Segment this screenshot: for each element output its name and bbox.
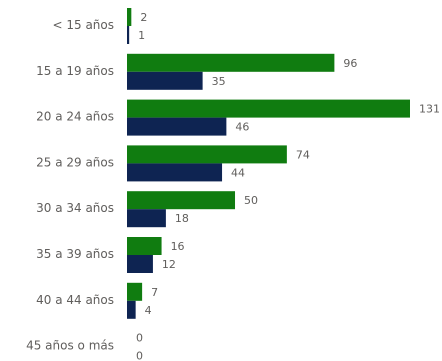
value-label-series-1-40-a-44-a-os: 7 — [151, 286, 158, 299]
value-label-series-2-15-a-19-a-os: 35 — [212, 75, 226, 88]
category-label-15-a-os: < 15 años — [52, 18, 114, 32]
bar-series-1-20-a-24-a-os — [127, 99, 410, 118]
category-axis-labels: < 15 años 15 a 19 años 20 a 24 años 25 a 29… — [26, 18, 114, 353]
category-label-40-a-44-a-os: 40 a 44 años — [36, 293, 114, 307]
value-label-series-1-35-a-39-a-os: 16 — [171, 240, 185, 253]
bar-series-1-25-a-29-a-os — [127, 145, 287, 164]
category-label-25-a-29-a-os: 25 a 29 años — [36, 155, 114, 169]
bar-series-2-20-a-24-a-os — [127, 117, 227, 136]
bar-series-1-15-a-19-a-os — [127, 53, 335, 72]
bar-series-2-25-a-29-a-os — [127, 163, 223, 182]
bar-series-2-35-a-39-a-os — [127, 255, 153, 273]
value-label-series-1-15-a-os: 2 — [140, 11, 147, 24]
bar-series-2-30-a-34-a-os — [127, 209, 166, 228]
category-label-15-a-19-a-os: 15 a 19 años — [36, 64, 114, 78]
bar-series-1-35-a-39-a-os — [127, 237, 162, 255]
value-label-series-1-45-a-os-o-m-s: 0 — [136, 332, 143, 345]
value-label-series-2-15-a-os: 1 — [138, 29, 145, 42]
bar-marks — [127, 8, 410, 319]
value-label-series-1-30-a-34-a-os: 50 — [244, 194, 258, 207]
value-label-series-2-25-a-29-a-os: 44 — [231, 166, 245, 179]
value-label-series-1-20-a-24-a-os: 131 — [419, 103, 440, 116]
category-label-30-a-34-a-os: 30 a 34 años — [36, 201, 114, 215]
value-label-series-2-20-a-24-a-os: 46 — [235, 121, 249, 134]
bar-series-1-40-a-44-a-os — [127, 282, 143, 301]
value-label-series-2-35-a-39-a-os: 12 — [162, 258, 176, 271]
bar-series-2-40-a-44-a-os — [127, 300, 136, 319]
category-label-20-a-24-a-os: 20 a 24 años — [36, 110, 114, 124]
value-label-series-2-30-a-34-a-os: 18 — [175, 212, 189, 225]
bar-series-1-15-a-os — [127, 8, 132, 26]
category-label-45-a-os-o-m-s: 45 años o más — [26, 339, 114, 353]
value-label-series-2-45-a-os-o-m-s: 0 — [136, 350, 143, 361]
category-label-35-a-39-a-os: 35 a 39 años — [36, 247, 114, 261]
bar-series-2-15-a-19-a-os — [127, 71, 203, 90]
bar-series-2-15-a-os — [127, 26, 130, 44]
value-label-series-1-15-a-19-a-os: 96 — [343, 57, 357, 70]
value-label-series-1-25-a-29-a-os: 74 — [296, 148, 310, 161]
bar-series-1-30-a-34-a-os — [127, 191, 236, 210]
value-label-series-2-40-a-44-a-os: 4 — [145, 304, 152, 317]
